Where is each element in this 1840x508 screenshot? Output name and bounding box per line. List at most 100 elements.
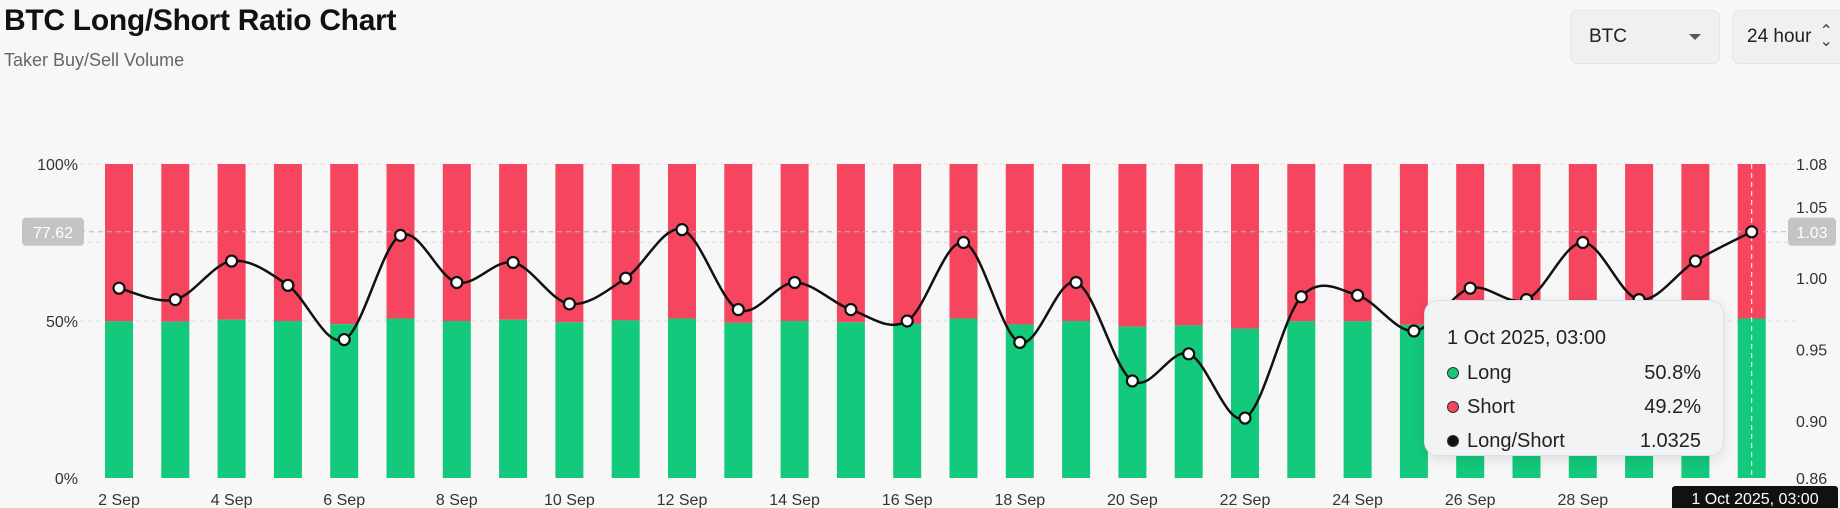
tooltip-value: 50.8% [1644,361,1701,384]
tooltip-label: Short [1467,395,1515,418]
crosshair-left-label: 77.62 [33,225,73,242]
long-bar [949,318,978,478]
tooltip-label: Long [1467,361,1512,384]
tooltip-row-short: Short 49.2% [1447,396,1701,418]
y-right-tick-label: 1.08 [1796,157,1827,174]
x-tick-label: 18 Sep [994,492,1045,508]
short-bar [442,164,471,321]
y-left-tick-label: 50% [46,314,78,331]
y-left-tick-label: 100% [37,157,78,174]
y-right-tick-label: 0.90 [1796,414,1827,431]
ratio-point [450,275,464,290]
ratio-point [1745,225,1759,239]
y-right-tick-label: 0.95 [1796,343,1827,360]
coin-select-value: BTC [1589,26,1627,47]
short-legend-dot [1447,401,1459,413]
long-legend-dot [1447,367,1459,379]
long-bar [1399,324,1428,478]
short-bar [555,164,584,323]
ratio-point [112,281,126,295]
page-title: BTC Long/Short Ratio Chart [4,4,397,37]
long-bar [105,321,133,478]
tooltip-value: 49.2% [1644,395,1701,418]
long-bar [1062,321,1091,478]
short-bar [1399,164,1428,325]
ratio-point [787,275,802,290]
ratio-point [1294,290,1308,304]
ratio-point [1688,254,1703,268]
long-bar [1005,324,1034,478]
x-tick-label: 2 Sep [98,492,140,508]
crosshair-x-label: 1 Oct 2025, 03:00 [1691,491,1818,508]
short-bar [1174,164,1203,326]
ratio-point [1069,275,1083,290]
long-bar [836,322,865,478]
ratio-point [956,235,971,250]
short-bar [611,164,640,321]
y-left-tick-label: 0% [55,471,78,488]
long-bar [442,321,471,478]
ratio-point [1407,324,1421,338]
long-bar [724,322,753,478]
short-bar [1231,164,1259,329]
ratio-point [393,228,408,242]
period-select[interactable]: 24 hour ⌃ ⌄ [1732,10,1840,64]
x-tick-label: 10 Sep [544,492,595,508]
short-bar [273,164,302,321]
tooltip-time: 1 Oct 2025, 03:00 [1447,327,1607,349]
up-down-icon: ⌃ ⌄ [1819,23,1833,50]
crosshair-right-badge [1788,217,1836,246]
long-bar [893,323,922,478]
short-bar [893,164,922,324]
long-bar [499,319,528,478]
crosshair-x-badge [1672,486,1838,508]
tooltip-row-ratio: Long/Short 1.0325 [1447,430,1701,452]
x-tick-label: 24 Sep [1332,492,1383,508]
tooltip-row-long: Long 50.8% [1447,362,1701,384]
short-bar [499,164,528,320]
long-bar [386,318,415,478]
short-bar [1118,164,1147,327]
long-bar [1118,326,1147,478]
x-tick-label: 28 Sep [1557,492,1608,508]
short-bar [1005,164,1034,325]
long-bar [330,324,359,478]
x-tick-label: 14 Sep [769,492,820,508]
y-right-tick-label: 0.86 [1796,471,1827,488]
long-bar [1231,328,1259,478]
short-bar [668,164,696,319]
long-bar [217,319,246,478]
short-bar [1681,164,1710,320]
long-bar [668,318,696,478]
ratio-point [168,292,182,307]
x-tick-label: 4 Sep [211,492,253,508]
long-bar [780,321,809,478]
long-bar [611,320,640,478]
long-bar [555,322,584,478]
short-bar [724,164,753,323]
ratio-point [1576,235,1590,250]
x-tick-label: 26 Sep [1445,492,1496,508]
long-bar [273,321,302,478]
short-bar [105,164,133,322]
ratio-point [337,332,351,347]
ratio-point [281,278,295,292]
x-tick-label: 6 Sep [323,492,365,508]
chevron-down-icon [1689,34,1701,40]
crosshair-right-label: 1.03 [1796,225,1827,242]
ratio-point [900,314,914,328]
tooltip-label: Long/Short [1467,429,1565,452]
short-bar [217,164,246,320]
ratio-point [562,297,577,311]
ratio-point [1182,347,1196,361]
long-bar [1343,321,1372,478]
x-tick-label: 8 Sep [436,492,478,508]
coin-select[interactable]: BTC [1570,10,1720,64]
ratio-legend-dot [1447,435,1459,447]
ratio-point [1238,411,1252,425]
y-right-tick-label: 1.05 [1796,200,1827,217]
x-tick-label: 22 Sep [1220,492,1271,508]
crosshair-left-badge [22,217,84,246]
x-tick-label: 20 Sep [1107,492,1158,508]
ratio-point [225,254,239,268]
